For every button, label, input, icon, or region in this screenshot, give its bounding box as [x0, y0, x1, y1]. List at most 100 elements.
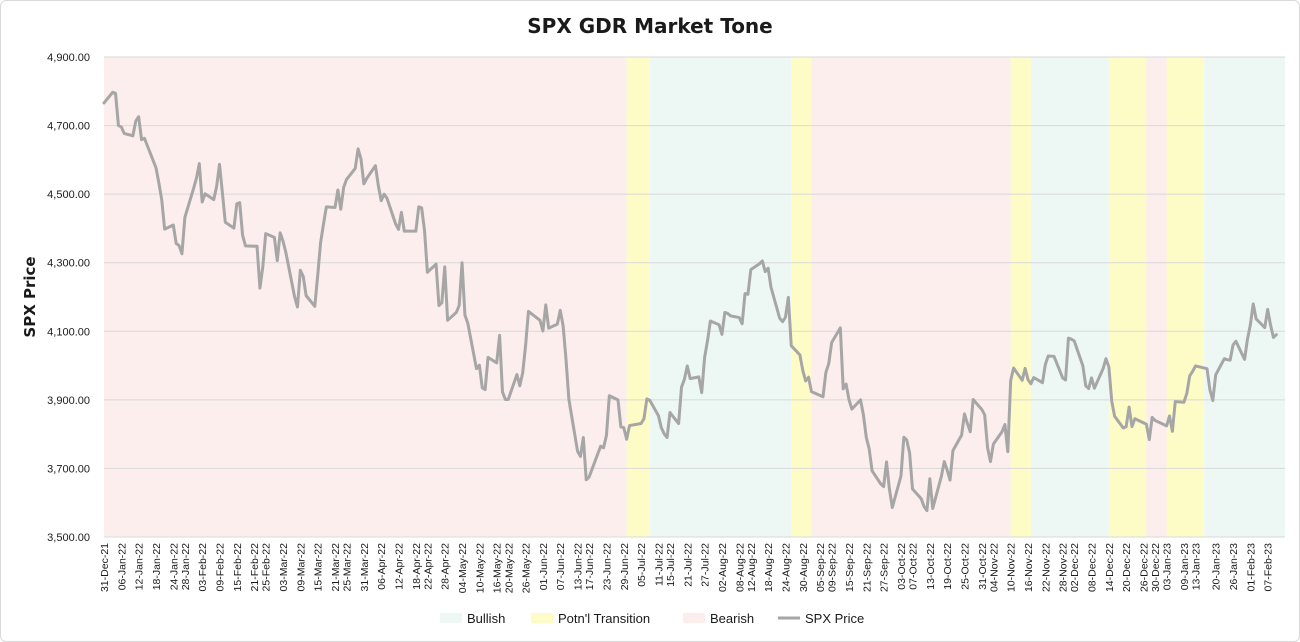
x-tick-label: 24-Jan-22: [168, 543, 180, 590]
tone-region-bullish: [1030, 57, 1109, 537]
x-tick-label: 03-Oct-22: [896, 543, 908, 590]
x-axis-ticks: 31-Dec-21 06-Jan-22 12-Jan-22 18-Jan-22 24-J…: [99, 543, 1275, 593]
x-tick-label: 25-Feb-22: [261, 543, 273, 592]
legend: Bullish Potn'l Transition Bearish SPX Price: [440, 611, 864, 626]
x-tick-label: 06-Apr-22: [376, 543, 388, 590]
tone-region-potn-l-transition: [1166, 57, 1205, 537]
x-tick-label: 23-Jun-22: [601, 543, 613, 590]
x-tick-label: 18-Apr-22: [411, 543, 423, 590]
x-tick-label: 04-May-22: [457, 543, 469, 593]
y-tick-label: 4,100.00: [47, 326, 90, 338]
x-tick-label: 21-Sep-22: [861, 543, 873, 592]
x-tick-label: 31-Oct-22: [977, 543, 989, 590]
x-tick-label: 07-Jun-22: [555, 543, 567, 590]
x-tick-label: 25-Oct-22: [959, 543, 971, 590]
x-tick-label: 02-Dec-22: [1069, 543, 1081, 592]
x-tick-label: 12-Jan-22: [134, 543, 146, 590]
x-tick-label: 05-Sep-22: [815, 543, 827, 592]
x-tick-label: 22-Apr-22: [422, 543, 434, 590]
x-tick-label: 12-Apr-22: [394, 543, 406, 590]
x-tick-label: 31-Dec-21: [99, 543, 111, 592]
x-tick-label: 13-Jun-22: [573, 543, 585, 590]
legend-swatch: [531, 613, 553, 623]
x-tick-label: 01-Jun-22: [538, 543, 550, 590]
x-tick-label: 17-Jun-22: [584, 543, 596, 590]
x-tick-label: 20-Dec-22: [1121, 543, 1133, 592]
x-tick-label: 26-Dec-22: [1139, 543, 1151, 592]
x-tick-label: 24-Aug-22: [780, 543, 792, 592]
x-tick-label: 03-Feb-22: [197, 543, 209, 592]
x-tick-label: 10-Nov-22: [1006, 543, 1018, 592]
x-tick-label: 29-Jun-22: [619, 543, 631, 590]
tone-region-bullish: [649, 57, 792, 537]
x-tick-label: 09-Sep-22: [827, 543, 839, 592]
tone-region-potn-l-transition: [1010, 57, 1031, 537]
x-tick-label: 25-Mar-22: [342, 543, 354, 592]
x-tick-label: 04-Nov-22: [988, 543, 1000, 592]
series-lines: [102, 90, 1278, 513]
y-tick-label: 4,300.00: [47, 258, 90, 270]
x-tick-label: 11-Jul-22: [653, 543, 665, 586]
x-tick-label: 10-May-22: [474, 543, 486, 593]
x-tick-label: 20-May-22: [503, 543, 515, 593]
chart-title: SPX GDR Market Tone: [527, 14, 772, 38]
y-tick-label: 4,500.00: [47, 189, 90, 201]
tone-region-bearish: [104, 57, 627, 537]
x-tick-label: 15-Sep-22: [844, 543, 856, 592]
x-tick-label: 27-Jul-22: [700, 543, 712, 587]
tone-region-potn-l-transition: [1108, 57, 1147, 537]
x-tick-label: 03-Mar-22: [278, 543, 290, 592]
tone-region-bullish: [1204, 57, 1285, 537]
y-tick-label: 4,700.00: [47, 121, 90, 133]
y-axis-label: SPX Price: [21, 256, 39, 337]
x-tick-label: 09-Feb-22: [215, 543, 227, 592]
x-tick-label: 16-May-22: [492, 543, 504, 593]
x-tick-label: 30-Aug-22: [798, 543, 810, 592]
x-tick-label: 09-Jan-23: [1179, 543, 1191, 590]
x-tick-label: 07-Oct-22: [908, 543, 920, 590]
legend-label: SPX Price: [805, 611, 864, 626]
x-tick-label: 28-Jan-22: [180, 543, 192, 590]
x-tick-label: 02-Aug-22: [717, 543, 729, 592]
x-tick-label: 19-Oct-22: [942, 543, 954, 590]
legend-label: Bullish: [467, 611, 505, 626]
x-tick-label: 09-Mar-22: [295, 543, 307, 592]
x-tick-label: 31-Mar-22: [359, 543, 371, 592]
x-tick-label: 14-Dec-22: [1104, 543, 1116, 592]
x-tick-label: 18-Aug-22: [763, 543, 775, 592]
legend-label: Potn'l Transition: [558, 611, 650, 626]
x-tick-label: 15-Mar-22: [313, 543, 325, 592]
x-tick-label: 15-Jul-22: [665, 543, 677, 587]
x-tick-label: 18-Jan-22: [151, 543, 163, 590]
y-tick-label: 3,900.00: [47, 395, 90, 407]
tone-region-potn-l-transition: [791, 57, 812, 537]
y-tick-label: 4,900.00: [47, 52, 90, 64]
x-tick-label: 27-Sep-22: [879, 543, 891, 592]
x-tick-label: 08-Dec-22: [1087, 543, 1099, 592]
x-tick-label: 30-Dec-22: [1150, 543, 1162, 592]
x-tick-label: 01-Feb-23: [1245, 543, 1257, 592]
tone-regions: [104, 57, 1285, 537]
x-tick-label: 28-Nov-22: [1058, 543, 1070, 592]
x-tick-label: 28-Apr-22: [440, 543, 452, 590]
tone-region-potn-l-transition: [626, 57, 650, 537]
legend-swatch: [440, 613, 462, 623]
x-tick-label: 21-Feb-22: [249, 543, 261, 592]
x-tick-label: 16-Nov-22: [1023, 543, 1035, 592]
x-tick-label: 08-Aug-22: [734, 543, 746, 592]
x-tick-label: 13-Jan-23: [1190, 543, 1202, 590]
x-tick-label: 26-Jan-23: [1228, 543, 1240, 590]
x-tick-label: 15-Feb-22: [232, 543, 244, 592]
x-tick-label: 07-Feb-23: [1263, 543, 1275, 592]
x-tick-label: 06-Jan-22: [116, 543, 128, 590]
x-tick-label: 12-Aug-22: [746, 543, 758, 592]
x-tick-label: 05-Jul-22: [636, 543, 648, 587]
legend-swatch: [683, 613, 705, 623]
y-tick-label: 3,700.00: [47, 463, 90, 475]
x-tick-label: 22-Nov-22: [1040, 543, 1052, 592]
y-tick-label: 3,500.00: [47, 532, 90, 544]
x-tick-label: 20-Jan-23: [1211, 543, 1223, 590]
gridlines: [104, 56, 1285, 538]
y-axis-ticks: 4,900.00 4,700.00 4,500.00 4,300.00 4,100.00…: [47, 52, 90, 544]
